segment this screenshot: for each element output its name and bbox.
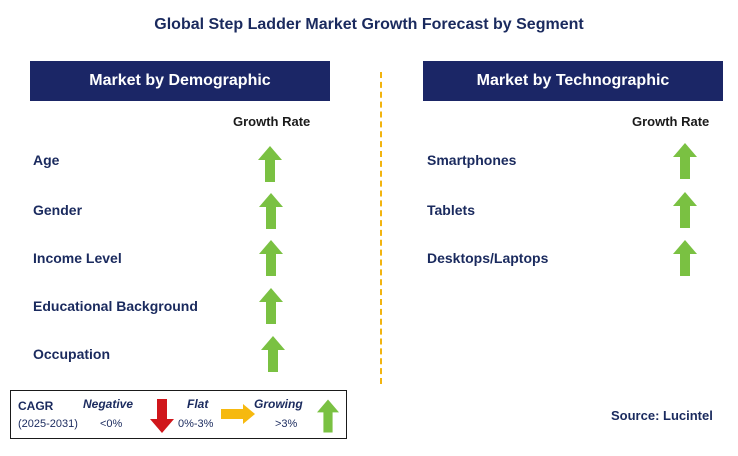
legend-flat-label: Flat [187,397,209,411]
growing-arrow-icon [261,336,285,372]
segment-label-occupation: Occupation [33,346,111,362]
growing-arrow-icon [259,193,283,229]
negative-arrow-icon [150,399,174,433]
legend-flat-range: 0%-3% [178,418,214,430]
segment-label-income-level: Income Level [33,250,122,266]
legend-period: (2025-2031) [18,418,78,430]
flat-arrow-icon [221,404,255,424]
cagr-legend: CAGR (2025-2031) Negative <0% Flat 0%-3%… [10,390,347,439]
panel-divider [380,72,382,384]
segment-label-smartphones: Smartphones [427,152,517,168]
segment-label-tablets: Tablets [427,202,475,218]
legend-negative-range: <0% [100,418,123,430]
demographic-growth-rate-label: Growth Rate [233,114,311,129]
growing-arrow-icon [259,240,283,276]
segment-label-educational-background: Educational Background [33,298,198,314]
legend-growing-label: Growing [254,397,303,411]
legend-growing-range: >3% [275,418,298,430]
growing-arrow-icon [673,143,697,179]
growing-arrow-icon [258,146,282,182]
segment-label-desktops-laptops: Desktops/Laptops [427,250,549,266]
demographic-header: Market by Demographic [30,61,330,101]
growing-arrow-icon [673,240,697,276]
legend-cagr-label: CAGR [18,399,54,413]
page-title: Global Step Ladder Market Growth Forecas… [154,16,584,33]
segment-label-gender: Gender [33,202,83,218]
source-note: Source: Lucintel [611,408,713,423]
legend-negative-label: Negative [83,397,134,411]
growing-arrow-icon [259,288,283,324]
technographic-growth-rate-label: Growth Rate [632,114,710,129]
growing-arrow-icon [673,192,697,228]
growing-arrow-icon [317,399,339,433]
segment-label-age: Age [33,152,60,168]
technographic-header: Market by Technographic [423,61,723,101]
